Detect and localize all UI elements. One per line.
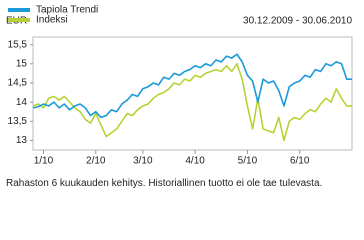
y-tick-label: 13 [16,135,28,146]
y-tick-label: 14,5 [8,78,28,89]
y-tick-label: 15,5 [8,39,28,50]
caption: Rahaston 6 kuukauden kehitys. Historiall… [6,178,323,189]
series-line [32,53,352,119]
y-tick-label: 14 [16,97,28,108]
x-tick-label: 4/10 [185,156,205,167]
legend-label: Tapiola Trendi [36,5,98,16]
x-tick-label: 3/10 [133,156,153,167]
x-tick-label: 1/10 [34,156,54,167]
legend-label: Indeksi [36,15,68,26]
x-tick-label: 2/10 [86,156,106,167]
y-tick-label: 13,5 [8,116,28,127]
chart: EUR 30.12.2009 - 30.06.2010 Tapiola Tren… [6,5,353,167]
page: {"chart_data": {"type": "line", "y_label… [6,4,353,189]
series-line [32,63,352,142]
x-tick-label: 5/10 [238,156,258,167]
plot-frame [32,36,353,151]
y-tick-label: 15 [16,58,28,69]
date-range: 30.12.2009 - 30.06.2010 [243,16,352,27]
x-tick-label: 6/10 [290,156,310,167]
